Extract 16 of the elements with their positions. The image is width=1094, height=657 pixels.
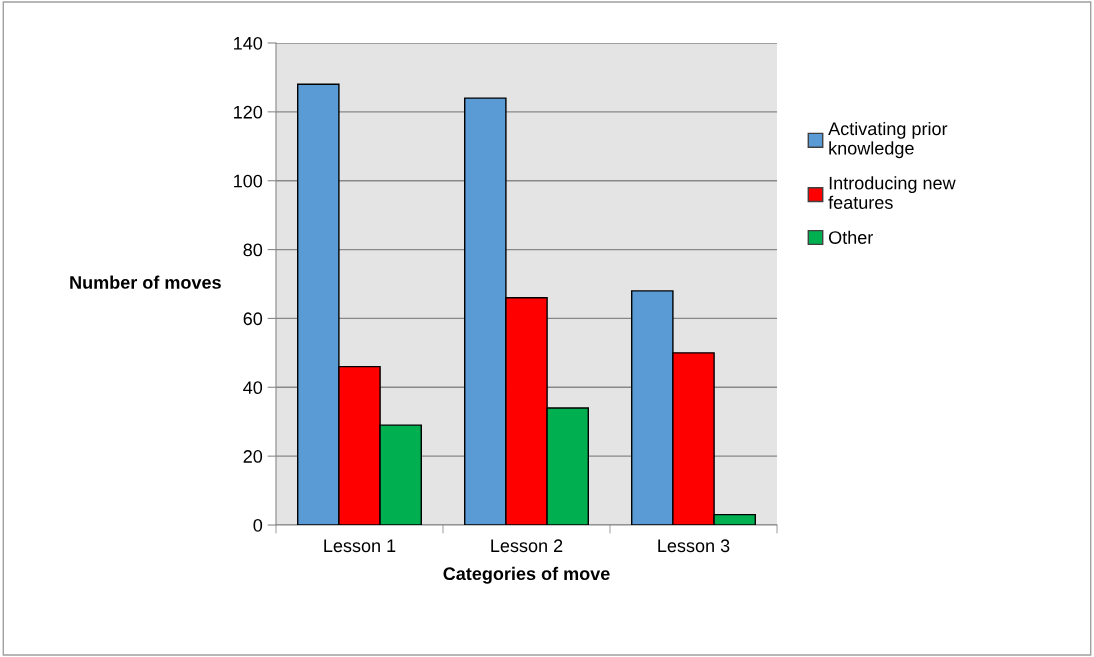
y-tick-label: 140: [234, 36, 263, 50]
legend-label: Introducing new features: [828, 176, 956, 209]
x-axis-title: Categories of move: [443, 566, 610, 584]
y-axis-title: Number of moves: [70, 275, 221, 289]
x-tick-label: Lesson 1: [324, 539, 396, 553]
y-tick-label: 40: [243, 381, 263, 395]
x-tick-label: Lesson 3: [658, 539, 730, 553]
legend-label: Activating prior knowledge: [828, 121, 948, 159]
y-tick-label: 100: [234, 174, 263, 188]
legend-label: Other: [829, 230, 873, 244]
y-tick-label: 0: [253, 518, 263, 532]
y-tick-label: 60: [243, 312, 263, 326]
y-tick-label: 20: [243, 450, 263, 463]
y-tick-label: 80: [243, 243, 263, 257]
x-tick-label: Lesson 2: [491, 539, 563, 553]
y-tick-label: 120: [234, 105, 263, 119]
